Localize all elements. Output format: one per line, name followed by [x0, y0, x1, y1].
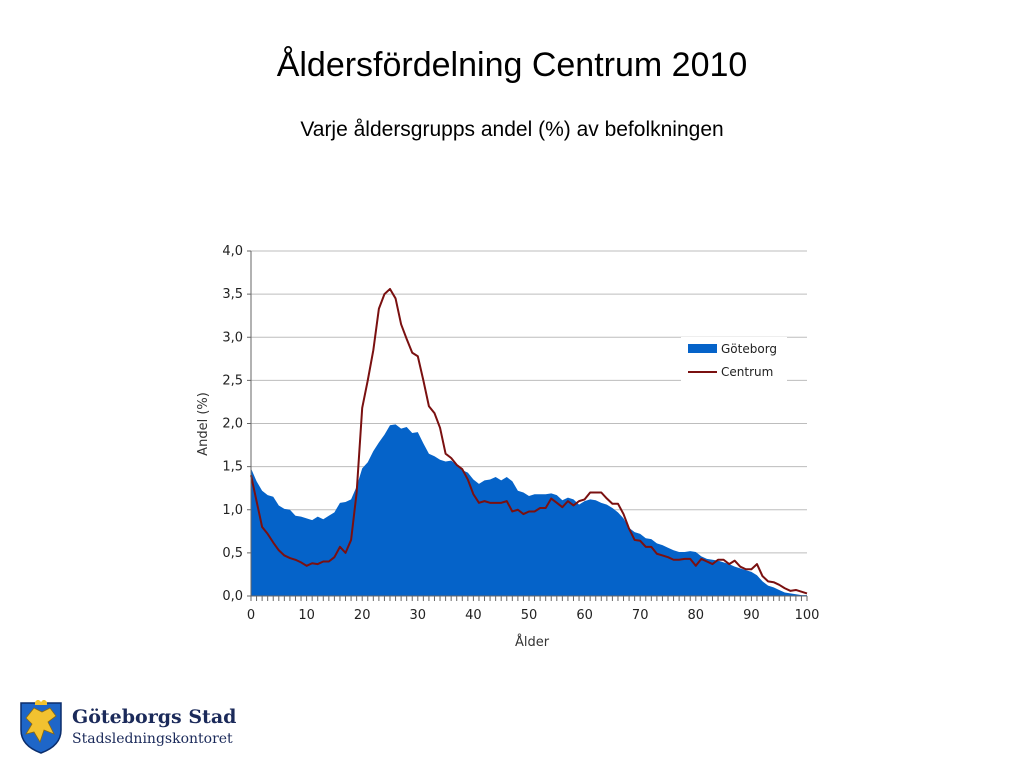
chart-tick-labels: 0,0 0,5 1,0 1,5 2,0 2,5 3,0 3,5 4,0 0 10 20 30 40 50 60…	[222, 244, 819, 623]
legend-label-goteborg: Göteborg	[721, 342, 777, 356]
chart-plot-area	[250, 287, 808, 596]
y-tick-label: 1,0	[222, 503, 243, 518]
page-subtitle: Varje åldersgrupps andel (%) av befolkni…	[300, 118, 724, 141]
x-tick-label: 10	[298, 608, 315, 623]
y-tick-label: 4,0	[222, 244, 243, 259]
y-tick-label: 2,0	[222, 417, 243, 432]
x-tick-label: 60	[576, 608, 593, 623]
chart-axes	[247, 250, 808, 601]
y-tick-label: 3,0	[222, 330, 243, 345]
x-tick-label: 50	[521, 608, 538, 623]
y-tick-label: 1,5	[222, 460, 243, 475]
x-axis-label: Ålder	[515, 634, 550, 650]
y-tick-label: 2,5	[222, 373, 243, 388]
goteborgs-stad-logo: Göteborgs Stad Stadsledningskontoret	[18, 700, 248, 756]
x-tick-label: 70	[632, 608, 649, 623]
x-tick-label: 100	[795, 608, 820, 623]
lion-shield-emblem-icon	[20, 700, 62, 754]
y-tick-label: 3,5	[222, 287, 243, 302]
chart-legend: Göteborg Centrum	[681, 337, 787, 387]
y-tick-label: 0,5	[222, 546, 243, 561]
x-tick-label: 80	[688, 608, 705, 623]
legend-label-centrum: Centrum	[721, 365, 773, 379]
x-tick-label: 0	[247, 608, 255, 623]
series-area-goteborg	[251, 424, 807, 596]
x-tick-label: 90	[743, 608, 760, 623]
y-tick-label: 0,0	[222, 589, 243, 604]
series-line-centrum	[250, 287, 808, 595]
x-tick-label: 40	[465, 608, 482, 623]
legend-swatch-goteborg	[688, 344, 717, 353]
page-title: Åldersfördelning Centrum 2010	[276, 46, 748, 84]
logo-department: Stadsledningskontoret	[72, 731, 233, 747]
y-axis-label: Andel (%)	[196, 392, 211, 456]
logo-name: Göteborgs Stad	[72, 706, 237, 728]
x-tick-label: 30	[410, 608, 427, 623]
x-tick-label: 20	[354, 608, 371, 623]
